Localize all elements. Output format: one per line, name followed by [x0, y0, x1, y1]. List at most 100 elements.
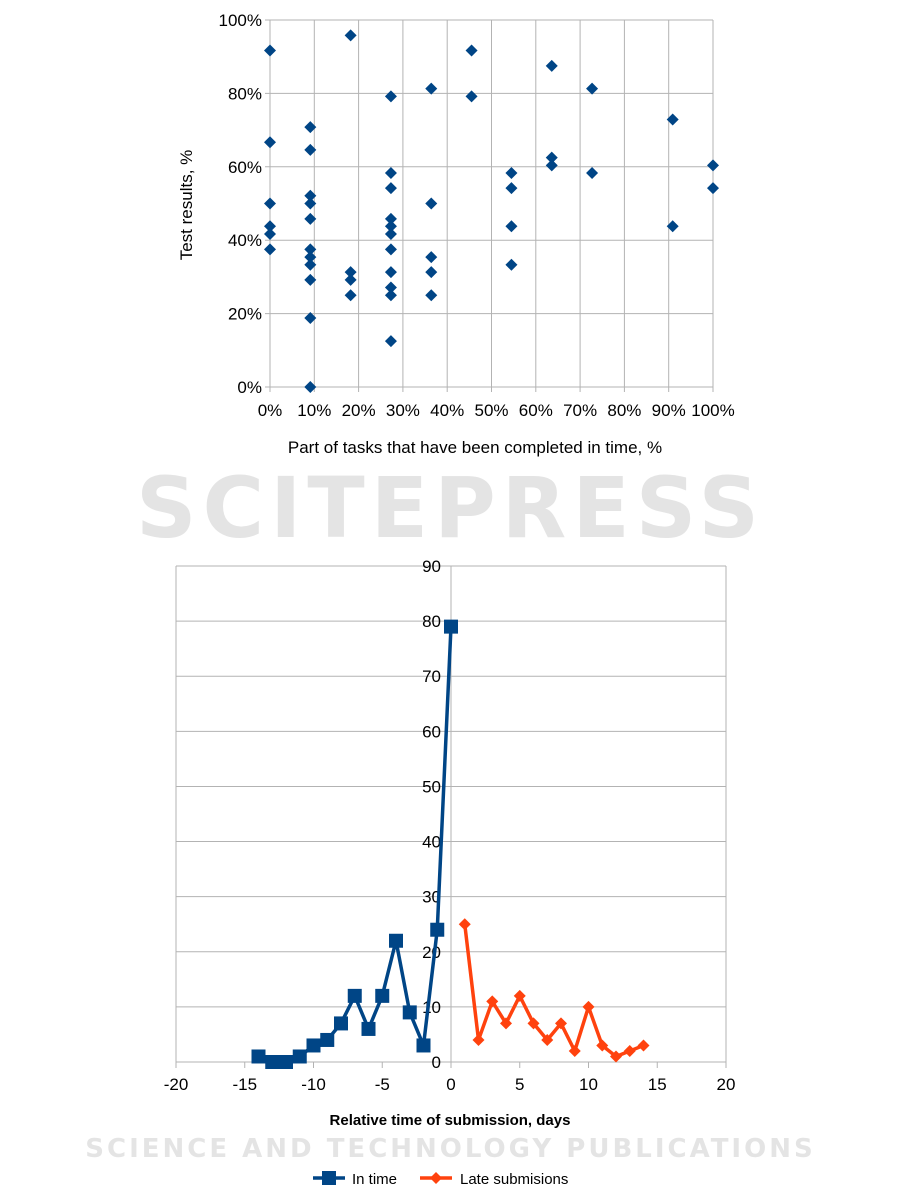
scatter-point: [384, 266, 397, 279]
scatter-point: [545, 59, 558, 72]
scatter-point: [384, 335, 397, 348]
y-tick-label: 0: [432, 1053, 441, 1072]
y-tick-label: 20%: [228, 305, 262, 324]
y-tick-label: 20: [422, 943, 441, 962]
x-tick-label: 15: [648, 1075, 667, 1094]
y-tick-label: 40: [422, 833, 441, 852]
y-tick-label: 90: [422, 557, 441, 576]
x-axis-title: Relative time of submission, days: [330, 1112, 571, 1129]
scatter-point: [545, 159, 558, 172]
scatter-point: [264, 227, 276, 240]
scatter-point: [707, 182, 719, 195]
scatter-point: [707, 159, 719, 172]
scatter-point: [505, 167, 518, 180]
scatter-point: [545, 151, 558, 164]
data-point-diamond: [472, 1033, 485, 1046]
data-point-diamond: [541, 1033, 554, 1046]
y-tick-label: 80: [422, 612, 441, 631]
x-tick-label: 5: [515, 1075, 524, 1094]
scatter-point: [344, 29, 357, 42]
data-point-square: [251, 1049, 266, 1064]
scatter-point: [344, 266, 357, 279]
data-point-diamond: [596, 1039, 609, 1052]
watermark-subtitle: SCIENCE AND TECHNOLOGY PUBLICATIONS: [85, 1134, 816, 1164]
data-point-square: [265, 1055, 280, 1069]
scatter-point: [304, 251, 317, 264]
x-tick-label: -10: [301, 1075, 326, 1094]
scatter-point: [384, 281, 397, 294]
data-point-diamond: [568, 1044, 581, 1057]
scatter-point: [264, 220, 276, 233]
scatter-point: [586, 167, 599, 180]
scatter-point: [304, 212, 317, 225]
x-tick-label: 10: [579, 1075, 598, 1094]
y-tick-label: 70: [422, 667, 441, 686]
scatter-point: [384, 227, 397, 240]
scatter-point: [304, 143, 317, 156]
scatter-point: [264, 243, 276, 256]
data-point-square: [361, 1021, 376, 1036]
scatter-point: [384, 243, 397, 256]
y-tick-label: 60: [422, 722, 441, 741]
x-tick-label: 50%: [474, 401, 508, 420]
scatter-point: [304, 189, 317, 202]
scatter-point: [425, 251, 438, 264]
x-tick-label: -15: [232, 1075, 257, 1094]
data-point-diamond: [500, 1017, 512, 1030]
data-point-square: [306, 1038, 321, 1053]
y-tick-label: 30: [422, 888, 441, 907]
x-axis-title: Part of tasks that have been completed i…: [288, 438, 662, 457]
scatter-point: [304, 258, 317, 271]
scatter-point: [666, 220, 679, 233]
scatter-point: [425, 266, 438, 279]
data-point-square: [347, 988, 362, 1003]
scatter-point: [666, 113, 679, 126]
scatter-point: [344, 289, 357, 302]
scatter-point: [384, 212, 397, 225]
data-point-square: [292, 1049, 307, 1064]
y-tick-label: 100%: [219, 11, 262, 30]
scatter-point: [465, 44, 478, 57]
data-point-square: [430, 922, 445, 937]
data-point-diamond: [458, 918, 471, 931]
x-tick-label: -20: [164, 1075, 189, 1094]
data-point-diamond: [582, 1000, 595, 1013]
data-point-square: [320, 1032, 335, 1047]
data-point-diamond: [527, 1017, 540, 1030]
y-tick-label: 80%: [228, 84, 262, 103]
x-tick-label: 0%: [258, 401, 283, 420]
data-point-square: [444, 619, 458, 634]
scatter-point: [384, 167, 397, 180]
x-tick-label: 20: [717, 1075, 736, 1094]
scatter-point: [304, 381, 317, 393]
y-axis-title: Test results, %: [177, 150, 196, 261]
data-point-diamond: [623, 1044, 636, 1057]
scatter-point: [304, 243, 317, 256]
x-tick-label: 10%: [297, 401, 331, 420]
scatter-point: [264, 197, 276, 210]
scatter-point: [264, 136, 276, 149]
x-tick-label: -5: [375, 1075, 390, 1094]
y-tick-label: 50: [422, 777, 441, 796]
data-point-diamond: [513, 989, 526, 1002]
watermark-title: SCITEPRESS: [136, 459, 765, 557]
data-point-diamond: [637, 1039, 650, 1052]
series-line-late-submisions: [463, 924, 645, 1059]
scatter-point: [384, 220, 397, 233]
data-point-square: [375, 988, 390, 1003]
x-tick-label: 60%: [519, 401, 553, 420]
scatter-point: [384, 289, 397, 302]
x-tick-label: 70%: [563, 401, 597, 420]
scatter-point: [505, 258, 518, 271]
scatter-point: [304, 312, 317, 325]
legend-label-in-time: In time: [352, 1171, 397, 1188]
x-tick-label: 90%: [652, 401, 686, 420]
x-tick-label: 20%: [342, 401, 376, 420]
scatter-point: [384, 182, 397, 195]
y-tick-label: 40%: [228, 231, 262, 250]
scatter-point: [264, 44, 276, 57]
y-tick-label: 60%: [228, 158, 262, 177]
data-point-square: [416, 1038, 431, 1053]
